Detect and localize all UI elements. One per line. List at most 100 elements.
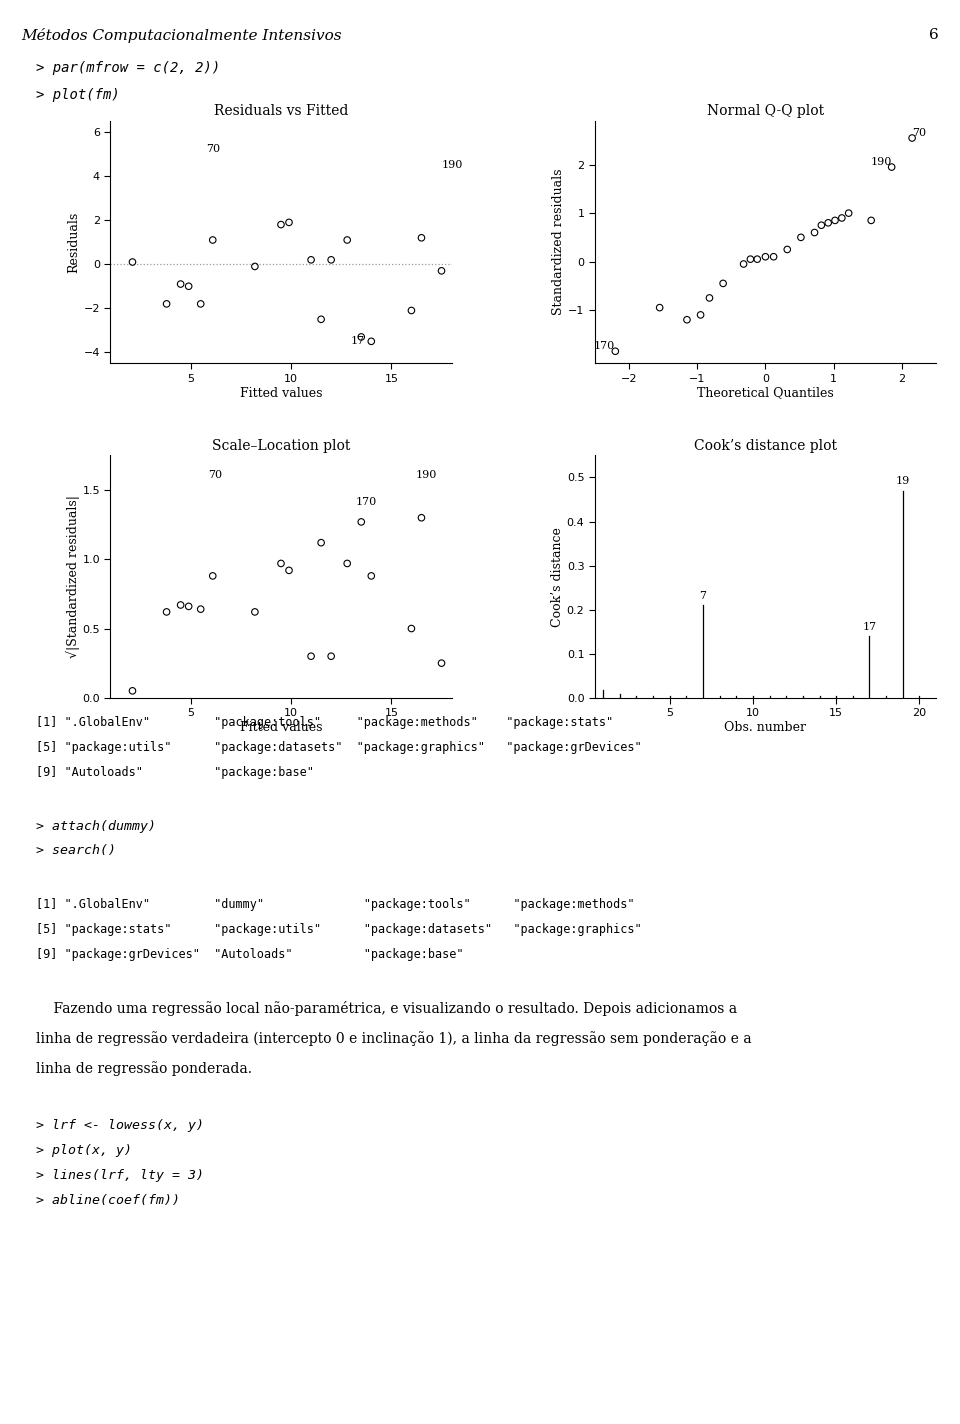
Point (904, 127, 920, 150)
Point (652, 296, 667, 319)
Point (340, 229, 355, 252)
Text: 19: 19 (896, 476, 910, 486)
Text: 70: 70 (207, 470, 222, 480)
Y-axis label: Residuals: Residuals (68, 212, 81, 273)
Point (281, 211, 297, 234)
Text: [9] "package:grDevices"  "Autoloads"          "package:base": [9] "package:grDevices" "Autoloads" "pac… (36, 948, 464, 961)
Text: > attach(dummy): > attach(dummy) (36, 820, 156, 833)
Point (125, 679, 140, 702)
Title: Residuals vs Fitted: Residuals vs Fitted (214, 104, 348, 118)
Point (274, 553, 289, 575)
Point (434, 259, 449, 282)
X-axis label: Fitted values: Fitted values (240, 721, 323, 733)
Point (313, 531, 328, 554)
Text: 6: 6 (929, 28, 939, 43)
Point (884, 155, 900, 178)
Y-axis label: √|Standardized residuals|: √|Standardized residuals| (66, 496, 80, 658)
Point (404, 299, 420, 322)
Point (414, 507, 429, 530)
Y-axis label: Cook’s distance: Cook’s distance (551, 527, 564, 627)
X-axis label: Obs. number: Obs. number (725, 721, 806, 733)
Point (324, 248, 339, 271)
Point (353, 511, 369, 534)
Point (281, 560, 297, 582)
Point (780, 238, 795, 261)
Text: linha de regressão verdadeira (intercepto 0 e inclinação 1), a linha da regressã: linha de regressão verdadeira (intercept… (36, 1031, 752, 1045)
Title: Scale–Location plot: Scale–Location plot (212, 439, 350, 453)
Text: 170: 170 (594, 342, 615, 352)
Point (303, 645, 319, 668)
Point (205, 229, 221, 252)
Point (863, 209, 878, 232)
Point (414, 226, 429, 249)
Point (750, 248, 765, 271)
Point (715, 272, 731, 295)
Point (821, 211, 836, 234)
Text: [5] "package:utils"      "package:datasets"  "package:graphics"   "package:grDev: [5] "package:utils" "package:datasets" "… (36, 740, 642, 755)
Point (173, 594, 188, 617)
Point (806, 221, 822, 244)
Text: > plot(fm): > plot(fm) (36, 88, 120, 103)
Point (313, 308, 328, 330)
Point (274, 214, 289, 236)
Point (324, 645, 339, 668)
Point (743, 248, 758, 271)
Point (364, 564, 379, 587)
Point (608, 340, 623, 363)
Point (404, 617, 420, 639)
Point (248, 255, 263, 278)
Text: 190: 190 (416, 470, 438, 480)
Point (205, 564, 221, 587)
Point (248, 601, 263, 624)
Point (841, 202, 856, 225)
Point (828, 209, 843, 232)
Text: 70: 70 (205, 144, 220, 154)
Point (193, 292, 208, 315)
Point (364, 330, 379, 353)
Text: linha de regressão ponderada.: linha de regressão ponderada. (36, 1061, 252, 1075)
Point (181, 275, 197, 298)
Text: > abline(coef(fm)): > abline(coef(fm)) (36, 1193, 180, 1208)
Point (159, 292, 175, 315)
Point (303, 248, 319, 271)
Text: 190: 190 (442, 159, 463, 169)
Text: Fazendo uma regressão local não-paramétrica, e visualizando o resultado. Depois : Fazendo uma regressão local não-paramétr… (36, 1001, 737, 1017)
Point (434, 652, 449, 675)
Point (159, 601, 175, 624)
Text: [1] ".GlobalEnv"         "dummy"              "package:tools"      "package:meth: [1] ".GlobalEnv" "dummy" "package:tools"… (36, 899, 635, 911)
Text: [1] ".GlobalEnv"         "package:tools"     "package:methods"    "package:stats: [1] ".GlobalEnv" "package:tools" "packag… (36, 716, 613, 729)
Point (125, 251, 140, 273)
Text: > plot(x, y): > plot(x, y) (36, 1145, 132, 1158)
Point (353, 326, 369, 349)
Text: [5] "package:stats"      "package:utils"      "package:datasets"   "package:grap: [5] "package:stats" "package:utils" "pac… (36, 923, 642, 936)
Text: [9] "Autoloads"          "package:base": [9] "Autoloads" "package:base" (36, 766, 314, 779)
Point (834, 206, 850, 229)
Y-axis label: Standardized residuals: Standardized residuals (552, 169, 565, 316)
Point (793, 226, 808, 249)
Point (173, 272, 188, 295)
Text: > par(mfrow = c(2, 2)): > par(mfrow = c(2, 2)) (36, 61, 221, 75)
Point (193, 598, 208, 621)
Point (736, 252, 752, 275)
Text: 17: 17 (351, 336, 365, 346)
Text: 190: 190 (871, 157, 892, 167)
Point (757, 245, 773, 268)
Point (814, 214, 829, 236)
Point (702, 286, 717, 309)
Point (181, 595, 197, 618)
Text: 17: 17 (862, 622, 876, 632)
Text: > lines(lrf, lty = 3): > lines(lrf, lty = 3) (36, 1169, 204, 1182)
Point (680, 309, 695, 332)
Point (340, 553, 355, 575)
Point (693, 303, 708, 326)
Title: Cook’s distance plot: Cook’s distance plot (694, 439, 837, 453)
X-axis label: Fitted values: Fitted values (240, 386, 323, 400)
Text: 170: 170 (356, 497, 377, 507)
Text: 7: 7 (700, 591, 707, 601)
Text: Métodos Computacionalmente Intensivos: Métodos Computacionalmente Intensivos (21, 28, 342, 44)
Text: 70: 70 (912, 128, 926, 138)
Text: > lrf <- lowess(x, y): > lrf <- lowess(x, y) (36, 1119, 204, 1132)
Point (766, 245, 781, 268)
Text: > search(): > search() (36, 844, 116, 857)
Title: Normal Q-Q plot: Normal Q-Q plot (707, 104, 824, 118)
